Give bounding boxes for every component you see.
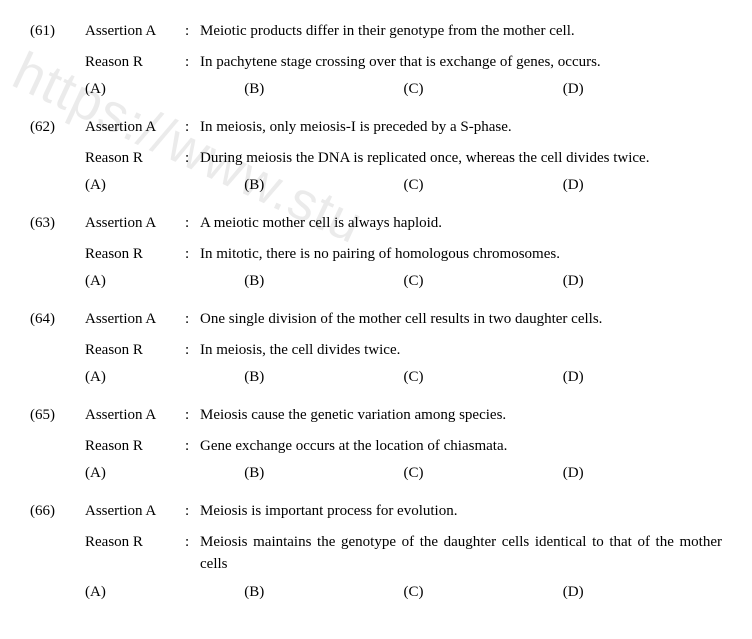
assertion-label: Assertion A [85, 308, 185, 331]
question-block: (65)Assertion A:Meiosis cause the geneti… [30, 404, 722, 482]
reason-row: Reason R:In pachytene stage crossing ove… [30, 51, 722, 74]
question-number-spacer [30, 339, 85, 362]
assertion-row: (64)Assertion A:One single division of t… [30, 308, 722, 331]
options-row: (A)(B)(C)(D) [30, 369, 722, 386]
colon: : [185, 116, 200, 139]
reason-text: Gene exchange occurs at the location of … [200, 435, 722, 458]
option[interactable]: (D) [563, 369, 722, 386]
assertion-text: Meiosis cause the genetic variation amon… [200, 404, 722, 427]
question-block: (66)Assertion A:Meiosis is important pro… [30, 500, 722, 601]
assertion-text: Meiotic products differ in their genotyp… [200, 20, 722, 43]
colon: : [185, 435, 200, 458]
option[interactable]: (B) [244, 81, 403, 98]
option[interactable]: (C) [404, 369, 563, 386]
assertion-text: A meiotic mother cell is always haploid. [200, 212, 722, 235]
option[interactable]: (C) [404, 273, 563, 290]
option[interactable]: (C) [404, 81, 563, 98]
option[interactable]: (A) [85, 177, 244, 194]
options-row: (A)(B)(C)(D) [30, 177, 722, 194]
assertion-row: (63)Assertion A:A meiotic mother cell is… [30, 212, 722, 235]
colon: : [185, 51, 200, 74]
assertion-row: (61)Assertion A:Meiotic products differ … [30, 20, 722, 43]
options-row: (A)(B)(C)(D) [30, 273, 722, 290]
options-row: (A)(B)(C)(D) [30, 465, 722, 482]
question-number: (61) [30, 20, 85, 43]
assertion-label: Assertion A [85, 404, 185, 427]
question-block: (62)Assertion A:In meiosis, only meiosis… [30, 116, 722, 194]
assertion-text: In meiosis, only meiosis-I is preceded b… [200, 116, 722, 139]
option[interactable]: (A) [85, 273, 244, 290]
reason-row: Reason R:Gene exchange occurs at the loc… [30, 435, 722, 458]
reason-label: Reason R [85, 339, 185, 362]
options-row: (A)(B)(C)(D) [30, 81, 722, 98]
question-number-spacer [30, 531, 85, 576]
reason-row: Reason R:Meiosis maintains the genotype … [30, 531, 722, 576]
option[interactable]: (D) [563, 273, 722, 290]
question-number: (65) [30, 404, 85, 427]
reason-label: Reason R [85, 147, 185, 170]
option[interactable]: (A) [85, 81, 244, 98]
option[interactable]: (A) [85, 584, 244, 601]
reason-text: During meiosis the DNA is replicated onc… [200, 147, 722, 170]
assertion-row: (66)Assertion A:Meiosis is important pro… [30, 500, 722, 523]
option[interactable]: (C) [404, 465, 563, 482]
colon: : [185, 500, 200, 523]
question-number: (66) [30, 500, 85, 523]
colon: : [185, 20, 200, 43]
reason-label: Reason R [85, 51, 185, 74]
reason-text: In meiosis, the cell divides twice. [200, 339, 722, 362]
question-number: (64) [30, 308, 85, 331]
question-block: (63)Assertion A:A meiotic mother cell is… [30, 212, 722, 290]
option[interactable]: (B) [244, 369, 403, 386]
question-number: (62) [30, 116, 85, 139]
option[interactable]: (C) [404, 177, 563, 194]
assertion-label: Assertion A [85, 500, 185, 523]
question-number-spacer [30, 51, 85, 74]
option[interactable]: (C) [404, 584, 563, 601]
question-number: (63) [30, 212, 85, 235]
reason-text: In pachytene stage crossing over that is… [200, 51, 722, 74]
question-block: (61)Assertion A:Meiotic products differ … [30, 20, 722, 98]
reason-text: In mitotic, there is no pairing of homol… [200, 243, 722, 266]
reason-text: Meiosis maintains the genotype of the da… [200, 531, 722, 576]
assertion-text: Meiosis is important process for evoluti… [200, 500, 722, 523]
question-number-spacer [30, 243, 85, 266]
assertion-label: Assertion A [85, 20, 185, 43]
colon: : [185, 147, 200, 170]
reason-label: Reason R [85, 531, 185, 576]
reason-row: Reason R:During meiosis the DNA is repli… [30, 147, 722, 170]
option[interactable]: (D) [563, 177, 722, 194]
question-number-spacer [30, 435, 85, 458]
option[interactable]: (B) [244, 273, 403, 290]
question-number-spacer [30, 147, 85, 170]
option[interactable]: (A) [85, 369, 244, 386]
assertion-label: Assertion A [85, 212, 185, 235]
assertion-text: One single division of the mother cell r… [200, 308, 722, 331]
colon: : [185, 531, 200, 576]
colon: : [185, 308, 200, 331]
assertion-row: (62)Assertion A:In meiosis, only meiosis… [30, 116, 722, 139]
option[interactable]: (B) [244, 177, 403, 194]
colon: : [185, 243, 200, 266]
assertion-label: Assertion A [85, 116, 185, 139]
options-row: (A)(B)(C)(D) [30, 584, 722, 601]
option[interactable]: (D) [563, 465, 722, 482]
option[interactable]: (B) [244, 465, 403, 482]
option[interactable]: (D) [563, 81, 722, 98]
reason-row: Reason R:In mitotic, there is no pairing… [30, 243, 722, 266]
colon: : [185, 404, 200, 427]
option[interactable]: (A) [85, 465, 244, 482]
colon: : [185, 212, 200, 235]
questions-container: (61)Assertion A:Meiotic products differ … [30, 20, 722, 601]
question-block: (64)Assertion A:One single division of t… [30, 308, 722, 386]
reason-label: Reason R [85, 435, 185, 458]
option[interactable]: (B) [244, 584, 403, 601]
colon: : [185, 339, 200, 362]
reason-label: Reason R [85, 243, 185, 266]
reason-row: Reason R:In meiosis, the cell divides tw… [30, 339, 722, 362]
assertion-row: (65)Assertion A:Meiosis cause the geneti… [30, 404, 722, 427]
option[interactable]: (D) [563, 584, 722, 601]
